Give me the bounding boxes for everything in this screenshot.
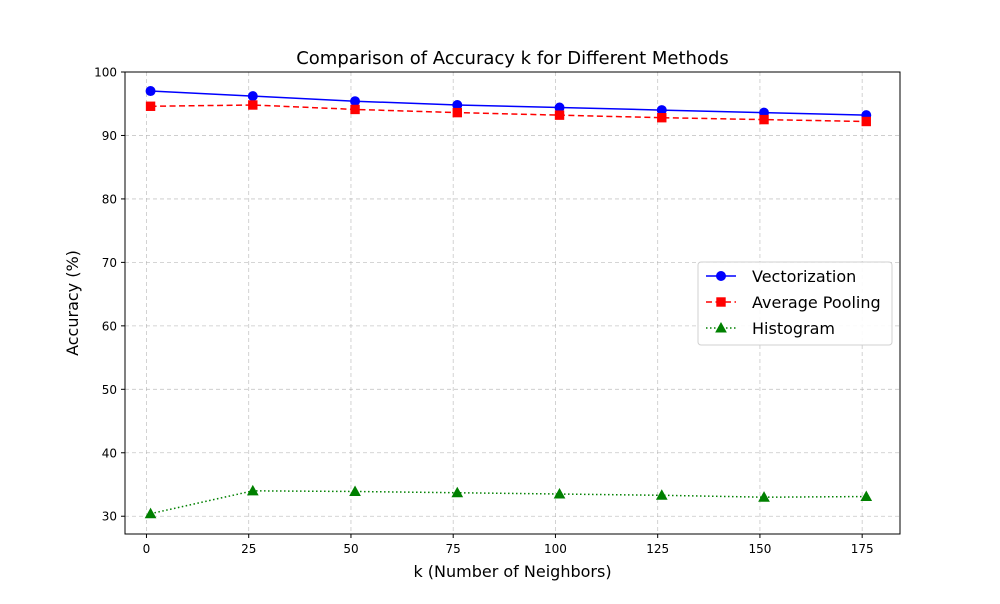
axis-ticks: 0 25 50 75 100 125 150 175 30 40 50 60 70 80 90 100 [94, 66, 874, 557]
y-tick-label: 100 [94, 66, 117, 80]
legend-box [697, 261, 893, 346]
legend: Vectorization Average Pooling Histogram [697, 261, 893, 346]
x-tick-label: 175 [851, 542, 874, 556]
data-point-average-pooling [657, 112, 667, 123]
data-point-vectorization [350, 96, 361, 107]
data-point-average-pooling [554, 110, 565, 120]
series-line-average-pooling [150, 104, 867, 123]
y-tick-label: 90 [102, 129, 117, 143]
legend-label-histogram: Histogram [752, 319, 835, 338]
data-point-histogram [553, 487, 566, 499]
data-point-average-pooling [145, 101, 156, 111]
x-tick-label: 50 [343, 542, 358, 556]
x-tick-label: 0 [143, 542, 151, 556]
legend-marker-vectorization [716, 271, 726, 281]
series-histogram [144, 484, 873, 519]
data-point-histogram [451, 486, 464, 498]
data-point-histogram [758, 491, 770, 502]
data-point-average-pooling [861, 116, 871, 127]
x-axis-label: k (Number of Neighbors) [413, 562, 611, 581]
y-tick-label: 50 [102, 383, 117, 397]
series-line-histogram [150, 490, 867, 515]
x-tick-label: 75 [446, 542, 461, 556]
data-point-vectorization [247, 91, 258, 102]
x-tick-label: 100 [544, 542, 567, 556]
legend-label-average-pooling: Average Pooling [752, 293, 881, 312]
data-point-average-pooling [759, 114, 769, 125]
plot-frame [124, 71, 901, 535]
x-tick-label: 25 [241, 542, 256, 556]
y-tick-label: 70 [102, 256, 117, 270]
data-point-histogram [655, 489, 668, 500]
legend-marker-average-pooling [716, 297, 726, 307]
y-tick-label: 80 [102, 192, 117, 206]
data-point-histogram [349, 485, 361, 496]
grid [125, 71, 900, 534]
data-point-vectorization [145, 86, 156, 97]
series-average-pooling [145, 100, 871, 127]
data-point-average-pooling [248, 100, 258, 110]
data-point-histogram [246, 484, 259, 496]
legend-label-vectorization: Vectorization [752, 267, 856, 286]
chart-title: Comparison of Accuracy k for Different M… [296, 48, 729, 69]
y-tick-label: 40 [102, 446, 117, 460]
series-line-vectorization [150, 90, 867, 116]
y-tick-label: 60 [102, 319, 117, 333]
data-point-histogram [144, 507, 157, 519]
data-point-average-pooling [350, 104, 360, 115]
y-axis-label: Accuracy (%) [63, 250, 82, 356]
y-tick-label: 30 [102, 510, 117, 524]
x-tick-label: 125 [646, 542, 669, 556]
x-tick-label: 150 [748, 542, 771, 556]
series-group [144, 86, 873, 519]
legend-marker-histogram [715, 321, 727, 333]
data-point-average-pooling [452, 107, 462, 118]
data-point-histogram [860, 490, 873, 502]
